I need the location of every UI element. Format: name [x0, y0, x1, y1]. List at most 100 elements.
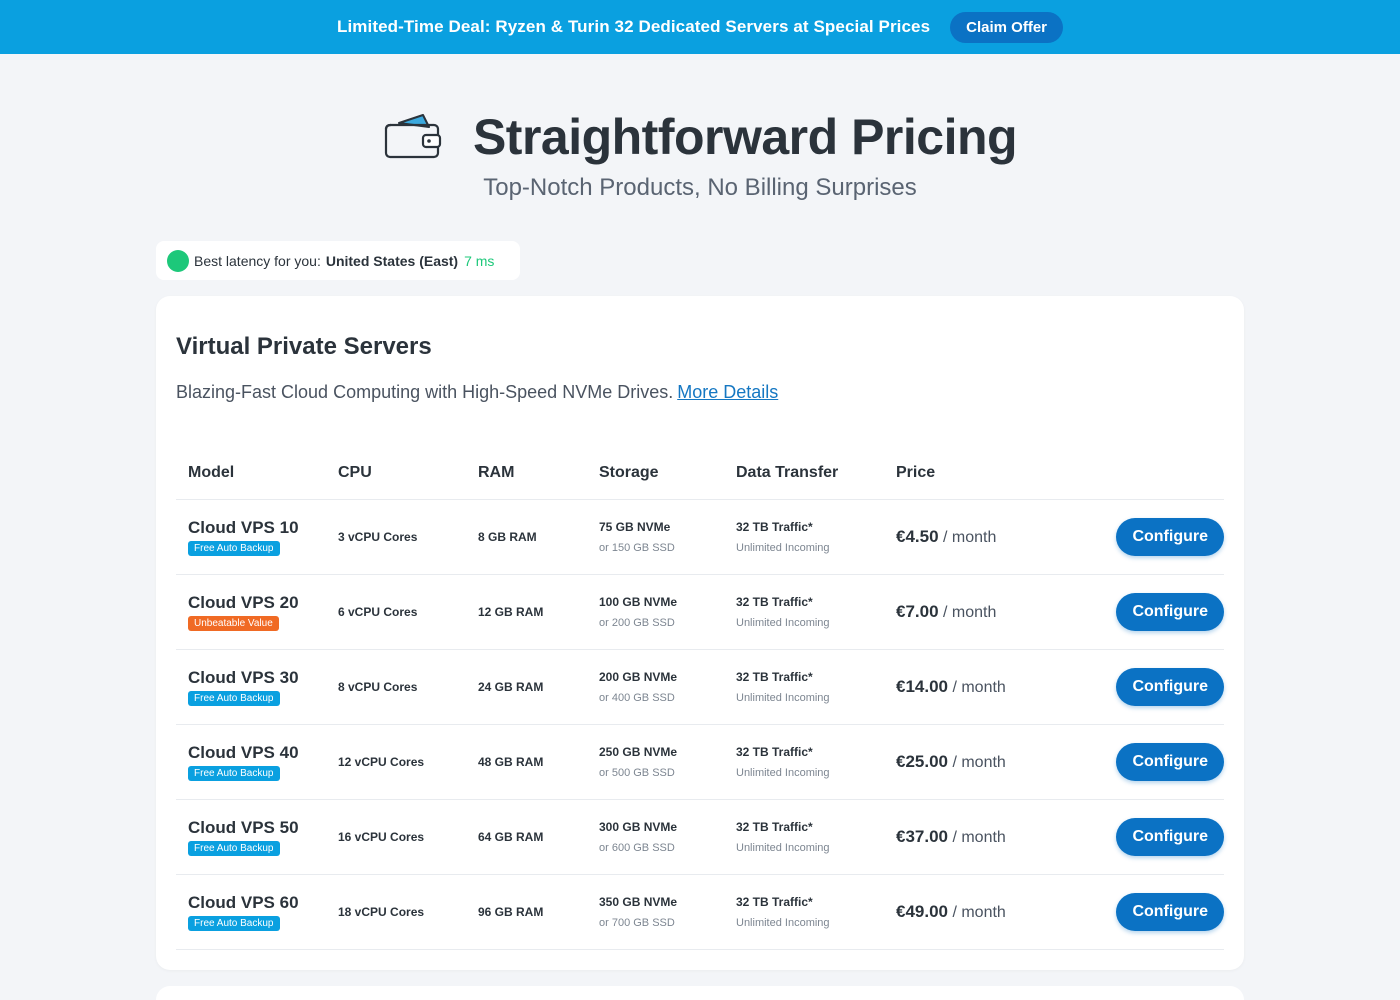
traffic-amount: 32 TB Traffic* [736, 895, 813, 909]
table-row: Cloud VPS 50 Free Auto Backup 16 vCPU Co… [176, 800, 1224, 875]
page-subtitle: Top-Notch Products, No Billing Surprises [483, 174, 917, 201]
traffic-amount: 32 TB Traffic* [736, 820, 813, 834]
promo-text: Limited-Time Deal: Ryzen & Turin 32 Dedi… [336, 17, 931, 36]
storage-cell: 100 GB NVMe or 200 GB SSD [599, 595, 736, 629]
price-cell: €4.50 / month [896, 527, 1104, 547]
storage-primary: 250 GB NVMe [599, 745, 678, 759]
table-header: Model CPU RAM Storage Data Transfer Pric… [176, 446, 1224, 500]
latency-indicator: Best latency for you: United States (Eas… [156, 241, 520, 280]
table-row: Cloud VPS 20 Unbeatable Value 6 vCPU Cor… [176, 575, 1224, 650]
traffic-incoming: Unlimited Incoming [736, 692, 830, 704]
section-title: Virtual Private Servers [176, 333, 432, 360]
price-cell: €49.00 / month [896, 902, 1104, 922]
configure-button[interactable]: Configure [1116, 818, 1224, 856]
cpu-cell: 8 vCPU Cores [338, 680, 418, 694]
ram-cell: 24 GB RAM [478, 680, 544, 694]
storage-cell: 75 GB NVMe or 150 GB SSD [599, 520, 736, 554]
cpu-cell: 16 vCPU Cores [338, 830, 425, 844]
price-amount: €4.50 [896, 527, 939, 546]
ram-cell: 64 GB RAM [478, 830, 544, 844]
storage-alternative: or 200 GB SSD [599, 617, 675, 629]
traffic-amount: 32 TB Traffic* [736, 595, 813, 609]
action-cell: Configure [1104, 518, 1224, 556]
storage-primary: 350 GB NVMe [599, 895, 678, 909]
storage-primary: 300 GB NVMe [599, 820, 678, 834]
header-price: Price [896, 463, 936, 481]
traffic-incoming: Unlimited Incoming [736, 542, 830, 554]
storage-primary: 75 GB NVMe [599, 520, 671, 534]
table-row: Cloud VPS 40 Free Auto Backup 12 vCPU Co… [176, 725, 1224, 800]
section-description-text: Blazing-Fast Cloud Computing with High-S… [176, 382, 674, 402]
price-period: / month [943, 529, 997, 546]
action-cell: Configure [1104, 743, 1224, 781]
latency-label: Best latency for you: [194, 252, 321, 269]
storage-cell: 300 GB NVMe or 600 GB SSD [599, 820, 736, 854]
claim-offer-button[interactable]: Claim Offer [950, 11, 1064, 43]
model-name: Cloud VPS 10 [188, 518, 299, 537]
header-model: Model [188, 463, 235, 481]
model-cell: Cloud VPS 40 Free Auto Backup [176, 743, 338, 781]
traffic-amount: 32 TB Traffic* [736, 745, 813, 759]
price-amount: €14.00 [896, 677, 948, 696]
latency-region: United States (East) [325, 252, 459, 269]
model-cell: Cloud VPS 10 Free Auto Backup [176, 518, 338, 556]
plan-badge: Free Auto Backup [188, 841, 280, 856]
cpu-cell: 3 vCPU Cores [338, 530, 418, 544]
model-cell: Cloud VPS 60 Free Auto Backup [176, 893, 338, 931]
cpu-cell: 18 vCPU Cores [338, 905, 425, 919]
traffic-incoming: Unlimited Incoming [736, 842, 830, 854]
table-body: Cloud VPS 10 Free Auto Backup 3 vCPU Cor… [176, 500, 1224, 950]
promo-banner: Limited-Time Deal: Ryzen & Turin 32 Dedi… [0, 0, 1400, 54]
price-amount: €37.00 [896, 827, 948, 846]
storage-primary: 200 GB NVMe [599, 670, 678, 684]
storage-alternative: or 700 GB SSD [599, 917, 675, 929]
model-name: Cloud VPS 40 [188, 743, 299, 762]
model-name: Cloud VPS 30 [188, 668, 299, 687]
price-period: / month [952, 904, 1006, 921]
transfer-cell: 32 TB Traffic* Unlimited Incoming [736, 895, 896, 929]
next-section-card [156, 986, 1244, 1000]
storage-alternative: or 150 GB SSD [599, 542, 675, 554]
ram-cell: 96 GB RAM [478, 905, 544, 919]
header-cpu: CPU [338, 463, 372, 481]
traffic-incoming: Unlimited Incoming [736, 617, 830, 629]
price-period: / month [952, 679, 1006, 696]
model-name: Cloud VPS 50 [188, 818, 299, 837]
configure-button[interactable]: Configure [1116, 893, 1224, 931]
plan-badge: Free Auto Backup [188, 541, 280, 556]
ram-cell: 8 GB RAM [478, 530, 537, 544]
pricing-table: Model CPU RAM Storage Data Transfer Pric… [176, 446, 1224, 950]
price-cell: €37.00 / month [896, 827, 1104, 847]
table-row: Cloud VPS 10 Free Auto Backup 3 vCPU Cor… [176, 500, 1224, 575]
header-data-transfer: Data Transfer [736, 463, 839, 481]
configure-button[interactable]: Configure [1116, 593, 1224, 631]
storage-alternative: or 500 GB SSD [599, 767, 675, 779]
ram-cell: 48 GB RAM [478, 755, 544, 769]
price-period: / month [943, 604, 997, 621]
page-title: Straightforward Pricing [472, 109, 1018, 165]
model-name: Cloud VPS 60 [188, 893, 299, 912]
configure-button[interactable]: Configure [1116, 518, 1224, 556]
configure-button[interactable]: Configure [1116, 743, 1224, 781]
table-row: Cloud VPS 60 Free Auto Backup 18 vCPU Co… [176, 875, 1224, 950]
traffic-incoming: Unlimited Incoming [736, 767, 830, 779]
storage-alternative: or 400 GB SSD [599, 692, 675, 704]
transfer-cell: 32 TB Traffic* Unlimited Incoming [736, 670, 896, 704]
action-cell: Configure [1104, 668, 1224, 706]
plan-badge: Free Auto Backup [188, 766, 280, 781]
model-cell: Cloud VPS 50 Free Auto Backup [176, 818, 338, 856]
configure-button[interactable]: Configure [1116, 668, 1224, 706]
traffic-amount: 32 TB Traffic* [736, 670, 813, 684]
action-cell: Configure [1104, 818, 1224, 856]
price-period: / month [952, 754, 1006, 771]
transfer-cell: 32 TB Traffic* Unlimited Incoming [736, 820, 896, 854]
price-cell: €14.00 / month [896, 677, 1104, 697]
section-description: Blazing-Fast Cloud Computing with High-S… [176, 382, 778, 403]
latency-ms: 7 ms [464, 252, 495, 269]
action-cell: Configure [1104, 593, 1224, 631]
traffic-amount: 32 TB Traffic* [736, 520, 813, 534]
cpu-cell: 6 vCPU Cores [338, 605, 418, 619]
more-details-link[interactable]: More Details [677, 382, 779, 402]
vps-pricing-card: Virtual Private Servers Blazing-Fast Clo… [156, 296, 1244, 970]
cpu-cell: 12 vCPU Cores [338, 755, 425, 769]
